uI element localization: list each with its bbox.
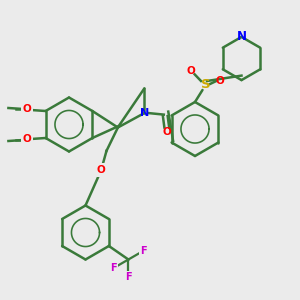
Text: O: O <box>97 165 106 176</box>
Text: O: O <box>215 76 224 86</box>
Text: O: O <box>22 104 32 115</box>
Text: F: F <box>110 263 117 273</box>
Text: F: F <box>125 272 132 282</box>
Text: O: O <box>162 127 171 137</box>
Text: N: N <box>236 30 247 44</box>
Text: O: O <box>187 66 196 76</box>
Text: O: O <box>22 104 32 115</box>
Text: S: S <box>201 77 210 91</box>
Text: O: O <box>22 134 32 145</box>
Text: O: O <box>22 134 32 145</box>
Text: N: N <box>140 108 149 118</box>
Text: F: F <box>140 246 147 256</box>
